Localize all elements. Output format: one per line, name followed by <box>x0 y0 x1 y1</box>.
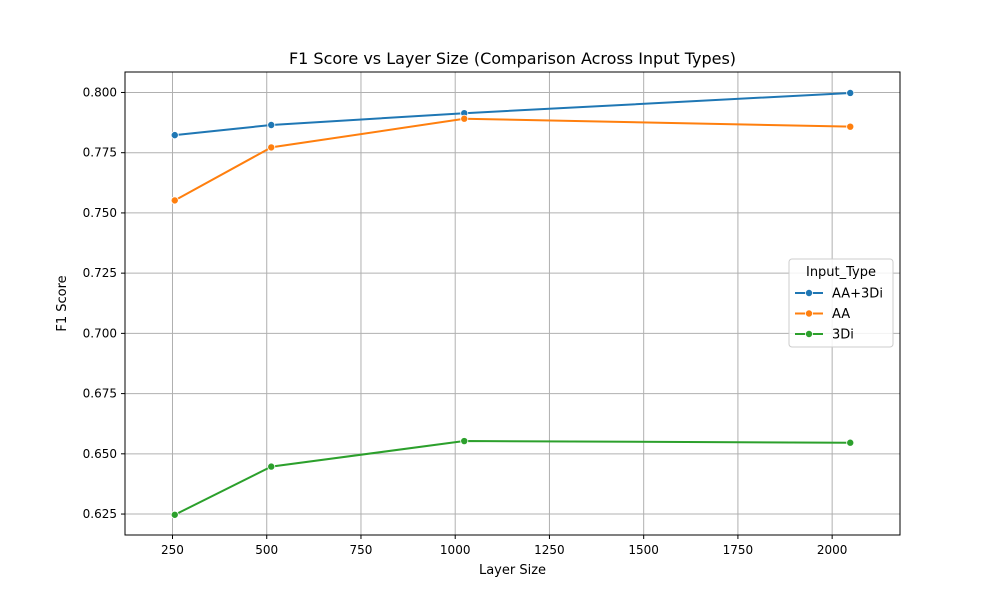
x-tick-label: 1000 <box>440 543 471 557</box>
data-point <box>460 114 469 123</box>
y-tick-label: 0.650 <box>83 447 117 461</box>
data-point <box>846 122 855 131</box>
y-tick-label: 0.675 <box>83 387 117 401</box>
series-3di <box>170 437 855 519</box>
x-tick-label: 1500 <box>628 543 659 557</box>
legend-label: 3Di <box>832 328 854 343</box>
data-point <box>846 438 855 447</box>
x-tick-label: 1250 <box>534 543 565 557</box>
grid <box>125 72 900 535</box>
x-axis-label: Layer Size <box>479 563 546 578</box>
data-point <box>170 131 179 140</box>
x-tick-label: 2000 <box>817 543 848 557</box>
y-tick-label: 0.775 <box>83 146 117 160</box>
legend-marker <box>805 288 814 297</box>
y-tick-label: 0.800 <box>83 85 117 99</box>
data-point <box>170 510 179 519</box>
legend-box <box>788 258 894 348</box>
legend: Input_Type AA+3Di AA 3Di <box>788 258 894 348</box>
series-aa <box>170 114 855 205</box>
data-point <box>267 143 276 152</box>
data-point <box>267 120 276 129</box>
legend-title: Input_Type <box>806 265 876 280</box>
chart-title: F1 Score vs Layer Size (Comparison Acros… <box>289 49 736 68</box>
series-aa-3di <box>170 88 855 140</box>
y-tick-label: 0.700 <box>83 326 117 340</box>
x-tick-label: 750 <box>350 543 373 557</box>
data-point <box>170 196 179 205</box>
plot-frame <box>124 71 901 536</box>
ticks: 250 500 750 1000 1250 1500 1750 2000 0.625 0.650 0… <box>83 85 848 557</box>
legend-label: AA+3Di <box>832 287 883 302</box>
x-tick-label: 250 <box>161 543 184 557</box>
x-tick-label: 500 <box>255 543 278 557</box>
legend-label: AA <box>832 307 850 322</box>
y-tick-label: 0.750 <box>83 206 117 220</box>
data-point <box>460 437 469 446</box>
series-line <box>174 91 851 137</box>
x-tick-label: 1750 <box>723 543 754 557</box>
data-point <box>846 88 855 97</box>
legend-item: AA+3Di <box>795 287 883 302</box>
series-layer <box>170 88 855 519</box>
data-point <box>267 462 276 471</box>
y-tick-label: 0.725 <box>83 266 117 280</box>
legend-marker <box>805 329 814 338</box>
series-line <box>174 117 851 202</box>
legend-item: AA <box>795 307 850 322</box>
y-axis-label: F1 Score <box>55 275 70 331</box>
legend-marker <box>805 309 814 318</box>
y-tick-label: 0.625 <box>83 507 117 521</box>
series-line <box>174 440 851 516</box>
legend-item: 3Di <box>795 328 854 343</box>
